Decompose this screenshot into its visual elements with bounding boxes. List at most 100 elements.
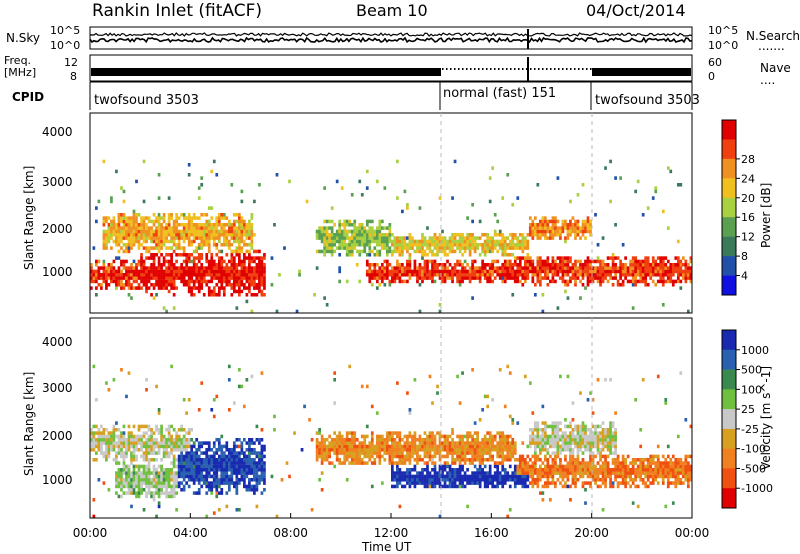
heatmap-cell [318,451,321,455]
heatmap-cell [350,444,354,449]
heatmap-cell [182,276,186,280]
heatmap-cell [461,441,464,445]
heatmap-cell [498,441,502,445]
heatmap-cell [120,474,123,479]
heatmap-cell [135,434,138,439]
heatmap-cell [175,223,178,227]
heatmap-cell [451,246,454,250]
heatmap-cell [428,259,432,264]
heatmap-cell [145,269,148,274]
heatmap-cell [473,464,477,469]
heatmap-cell [137,488,141,492]
heatmap-cell [433,448,437,452]
heatmap-cell [97,448,101,452]
freq-mark [590,68,592,70]
heatmap-cell [160,464,163,469]
heatmap-cell [443,276,447,280]
heatmap-cell [566,468,570,472]
heatmap-cell [132,438,136,442]
heatmap-cell [538,259,542,264]
heatmap-cell [508,273,512,277]
heatmap-cell [250,239,254,244]
heatmap-cell [105,219,108,224]
heatmap-cell [205,454,209,459]
heatmap-cell [145,468,148,472]
heatmap-cell [516,474,520,479]
heatmap-cell [215,229,219,234]
heatmap-cell [325,219,329,224]
heatmap-cell [157,269,161,274]
heatmap-cell [671,263,675,267]
heatmap-cell [170,434,173,439]
heatmap-cell [378,283,382,287]
heatmap-cell [137,438,141,442]
heatmap-cell [318,249,321,254]
heatmap-cell [611,283,615,287]
heatmap-cell [443,438,447,442]
heatmap-cell [147,428,151,432]
heatmap-cell [323,296,326,300]
heatmap-cell [167,434,171,439]
heatmap-cell [689,256,693,260]
heatmap-cell [380,481,384,485]
heatmap-cell [348,253,352,257]
heatmap-cell [157,196,161,200]
heatmap-cell [493,239,497,244]
heatmap-cell [155,444,158,449]
heatmap-cell [636,266,640,270]
heatmap-cell [177,458,181,462]
heatmap-cell [192,491,196,495]
heatmap-cell [453,451,457,455]
heatmap-cell [403,434,407,439]
heatmap-cell [145,283,148,287]
heatmap-cell [132,424,136,429]
heatmap-cell [115,269,118,274]
heatmap-cell [378,229,382,234]
heatmap-cell [383,451,387,455]
heatmap-cell [225,478,229,482]
heatmap-cell [438,471,442,475]
heatmap-cell [521,474,525,479]
heatmap-cell [102,481,106,485]
heatmap-cell [293,431,296,435]
heatmap-cell [654,283,658,287]
heatmap-cell [589,229,592,234]
heatmap-cell [383,239,387,244]
heatmap-cell [202,279,206,284]
heatmap-cell [170,233,173,237]
heatmap-cell [373,273,377,277]
heatmap-cell [526,474,530,479]
heatmap-cell [180,424,184,429]
heatmap-cell [260,468,264,472]
heatmap-cell [561,229,565,234]
heatmap-cell [380,438,384,442]
heatmap-cell [431,468,434,472]
heatmap-cell [140,488,143,492]
heatmap-cell [95,263,98,267]
heatmap-cell [581,266,585,270]
heatmap-cell [526,471,530,475]
heatmap-cell [446,454,449,459]
heatmap-cell [165,229,168,234]
heatmap-cell [365,444,369,449]
heatmap-cell [182,468,186,472]
heatmap-cell [360,193,364,197]
heatmap-cell [255,263,259,267]
heatmap-cell [360,441,364,445]
heatmap-cell [132,216,136,220]
heatmap-cell [453,444,457,449]
heatmap-cell [117,451,121,455]
heatmap-cell [516,239,520,244]
heatmap-cell [145,256,148,260]
heatmap-cell [243,438,246,442]
heatmap-cell [431,458,434,462]
heatmap-cell [511,471,515,475]
heatmap-cell [253,256,256,260]
heatmap-cell [574,263,577,267]
heatmap-cell [564,283,567,287]
heatmap-cell [473,246,477,250]
heatmap-cell [446,239,449,244]
heatmap-cell [533,226,537,230]
heatmap-cell [157,243,161,247]
heatmap-cell [258,279,261,284]
